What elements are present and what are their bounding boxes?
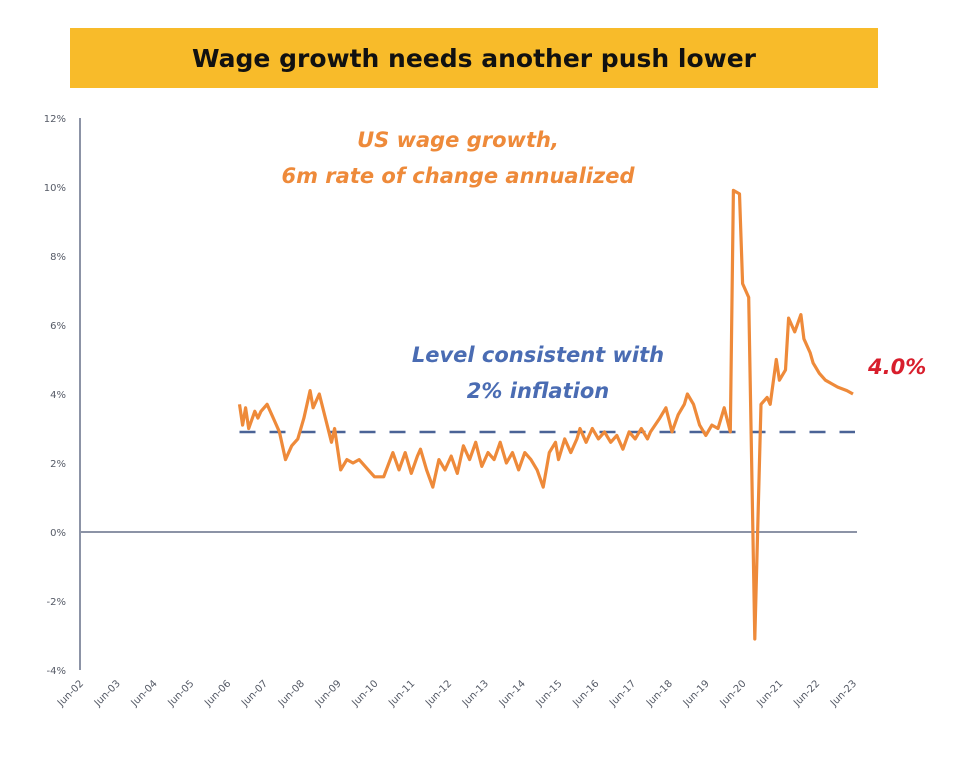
y-tick-label: -4% [47, 666, 66, 677]
x-tick-label: Jun-09 [313, 678, 344, 709]
y-tick-label: -2% [47, 597, 66, 608]
y-tick-label: 4% [50, 390, 66, 401]
reference-label-line1: Level consistent with [412, 343, 664, 367]
x-tick-label: Jun-14 [497, 678, 528, 709]
y-tick-label: 0% [50, 528, 66, 539]
x-tick-label: Jun-20 [718, 678, 749, 709]
x-tick-label: Jun-18 [644, 678, 675, 709]
x-tick-label: Jun-12 [423, 678, 454, 709]
x-tick-label: Jun-17 [607, 678, 638, 709]
y-tick-label: 2% [50, 459, 66, 470]
x-tick-label: Jun-04 [129, 678, 160, 709]
x-tick-label: Jun-05 [165, 678, 196, 709]
chart-title: Wage growth needs another push lower [191, 43, 757, 73]
x-tick-label: Jun-08 [276, 678, 307, 709]
x-tick-label: Jun-02 [55, 678, 86, 709]
series-label-line2: 6m rate of change annualized [282, 164, 636, 188]
series-label-line1: US wage growth, [357, 128, 559, 152]
y-tick-label: 10% [44, 183, 66, 194]
x-tick-label: Jun-13 [460, 678, 491, 709]
y-tick-label: 8% [50, 252, 66, 263]
reference-label-line2: 2% inflation [467, 379, 609, 403]
x-tick-label: Jun-21 [754, 678, 785, 709]
y-axis-ticks: 12% 10% 8% 6% 4% 2% 0% -2% -4% [44, 114, 66, 677]
x-tick-label: Jun-15 [534, 678, 565, 709]
series-line-wage-growth [237, 188, 854, 641]
x-tick-label: Jun-10 [350, 678, 381, 709]
x-tick-label: Jun-07 [239, 678, 270, 709]
last-value-label: 4.0% [867, 355, 926, 379]
x-tick-label: Jun-16 [570, 678, 601, 709]
x-tick-label: Jun-23 [828, 678, 859, 709]
y-tick-label: 6% [50, 321, 66, 332]
x-tick-label: Jun-11 [386, 678, 417, 709]
x-tick-label: Jun-06 [202, 678, 233, 709]
x-tick-label: Jun-19 [681, 678, 712, 709]
x-tick-label: Jun-22 [791, 678, 822, 709]
x-tick-label: Jun-03 [92, 678, 123, 709]
x-axis-ticks: Jun-02 Jun-03 Jun-04 Jun-05 Jun-06 Jun-07 Jun-… [55, 678, 859, 709]
y-tick-label: 12% [44, 114, 66, 125]
title-banner: Wage growth needs another push lower [70, 28, 878, 88]
